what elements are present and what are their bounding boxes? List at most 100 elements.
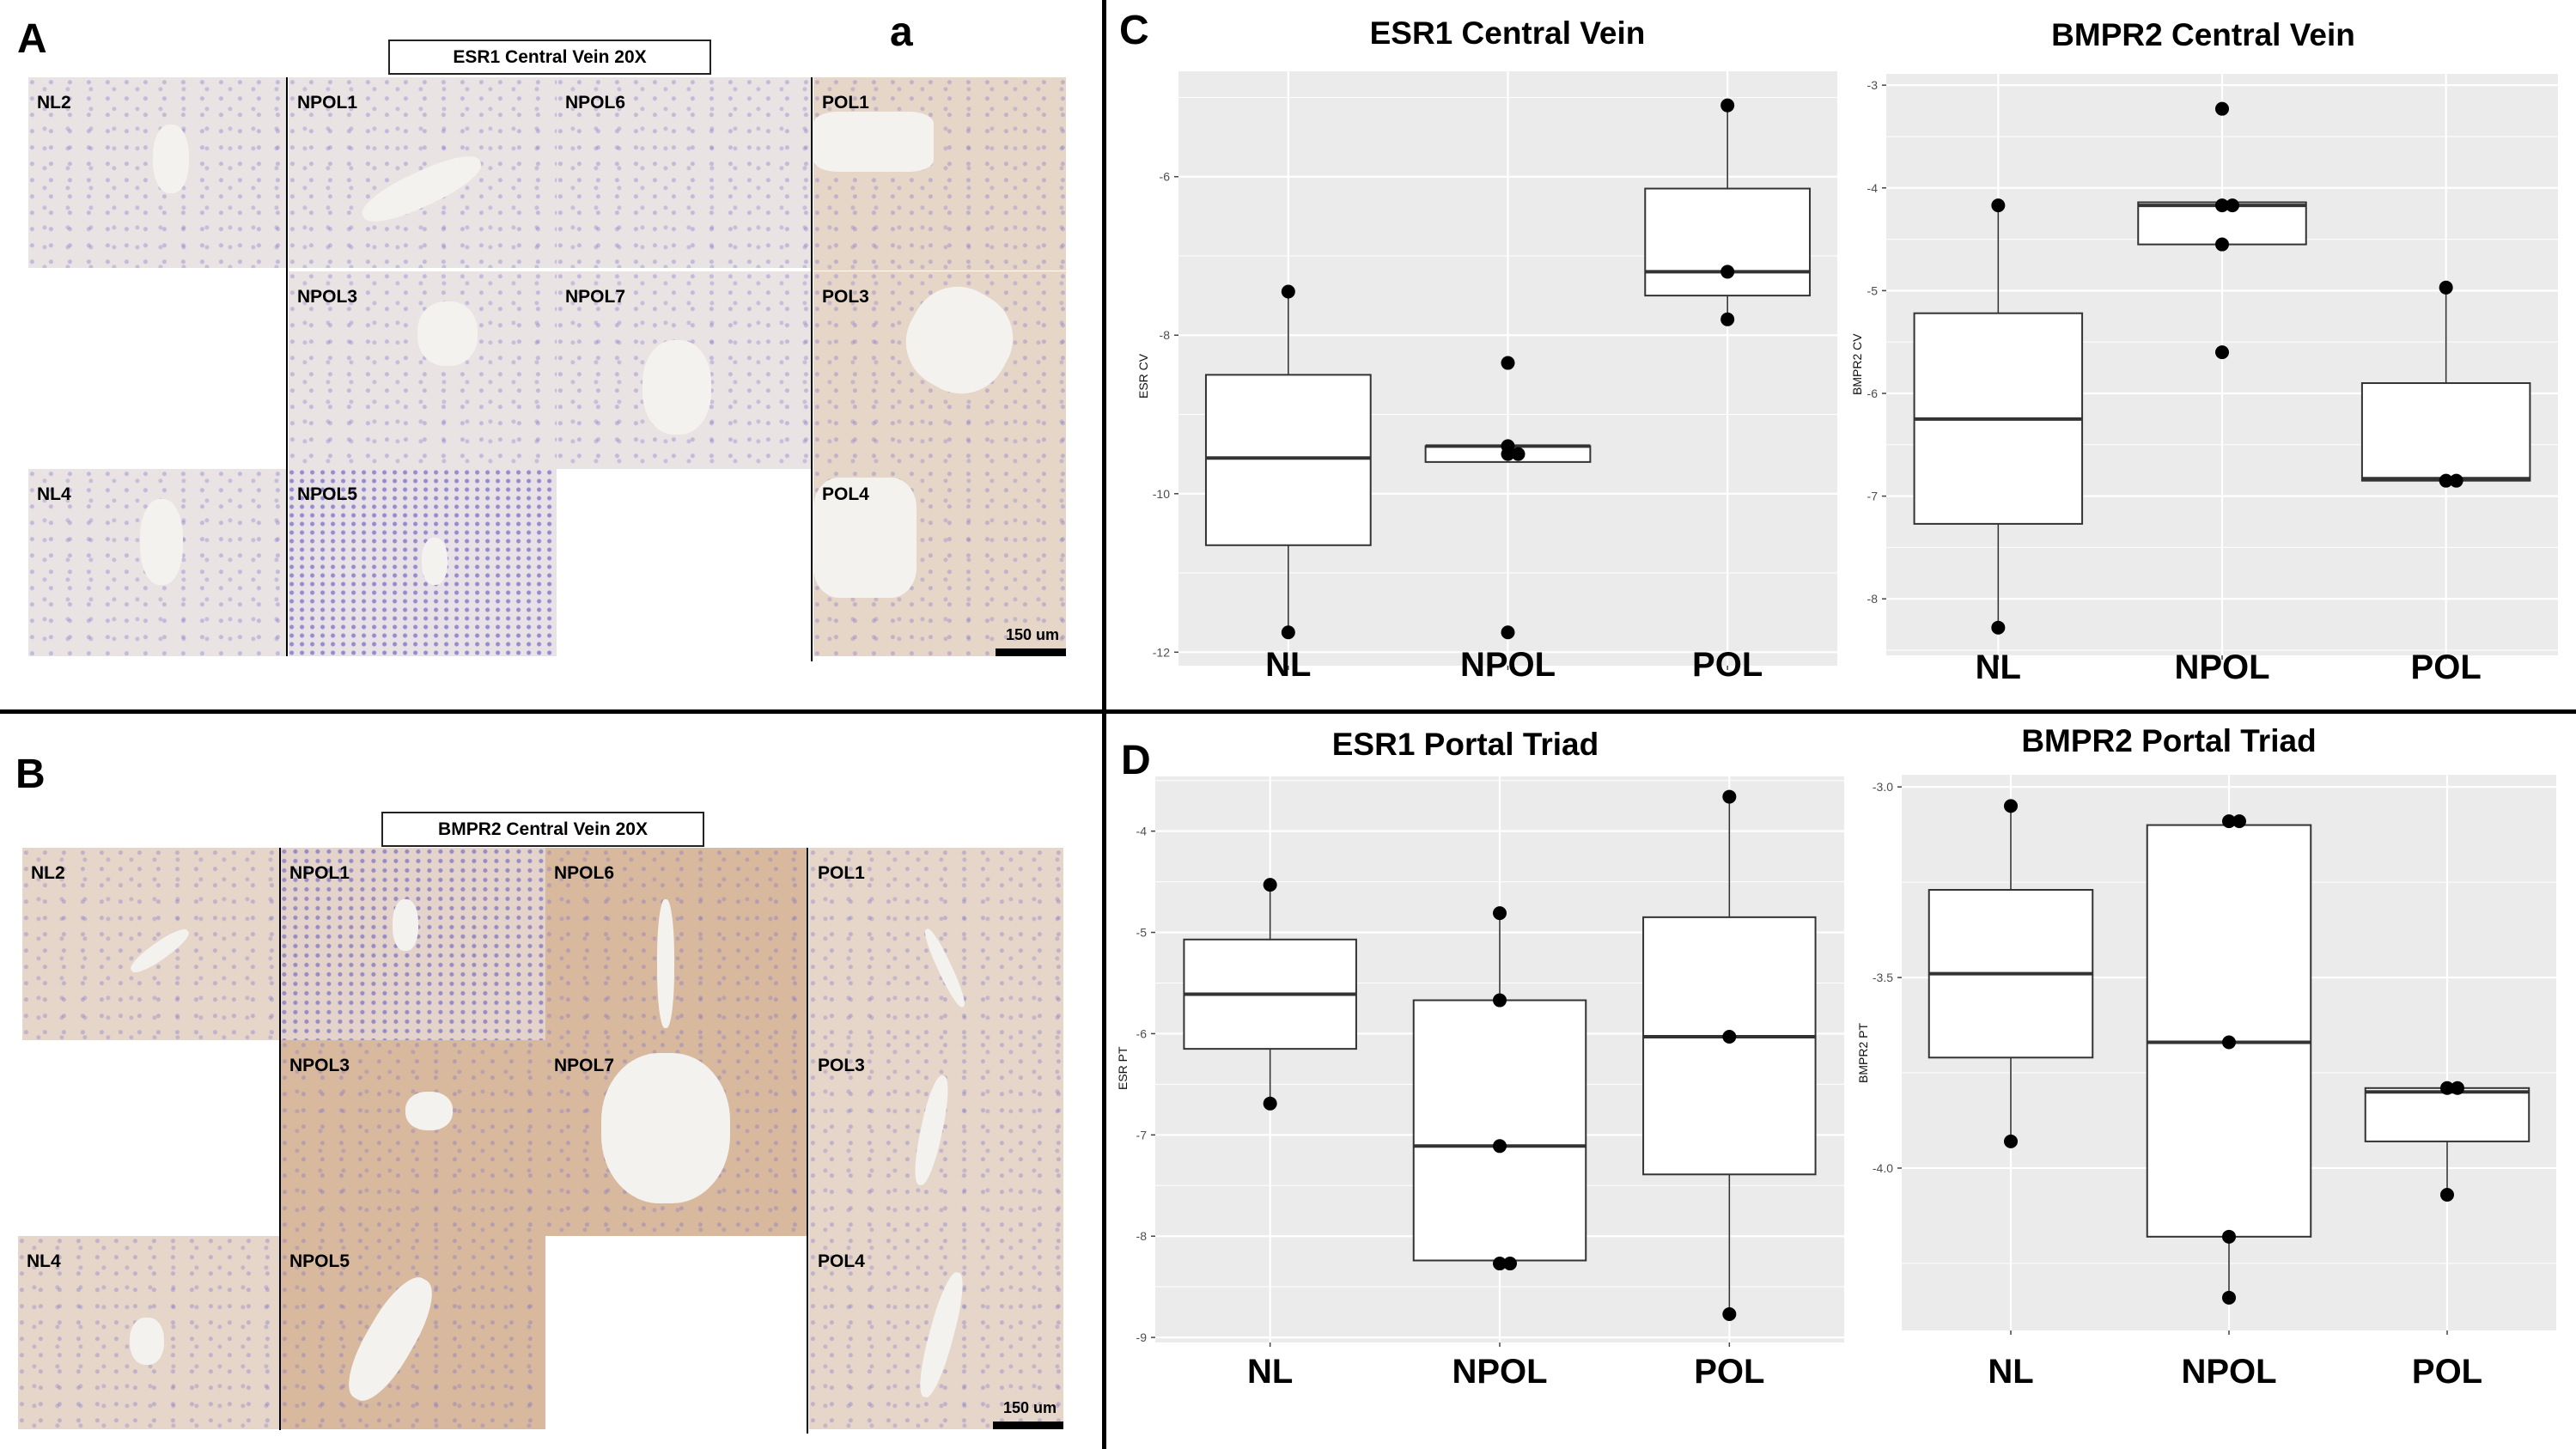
scale-bar [993,1422,1063,1429]
tile-label: NPOL3 [289,1056,350,1075]
tile-npol7: NPOL7 [545,1040,807,1236]
data-point [1991,198,2006,213]
panel-letter-c: C [1119,8,1149,53]
tile-label: NL4 [27,1251,61,1271]
data-point [2215,101,2229,116]
horizontal-divider [0,709,2576,714]
y-tick-label: -5 [1867,283,1879,297]
y-tick-label: -7 [1867,490,1879,503]
y-tick-label: -10 [1153,487,1170,501]
data-point [1281,625,1295,640]
data-point [1503,1257,1517,1271]
tile-label: NPOL3 [297,287,358,307]
y-tick-label: -3.0 [1873,780,1893,794]
vein-lumen [153,125,189,193]
data-point [2232,814,2246,829]
tile-pol4: POL4 150 um [809,1236,1063,1429]
panel-b-title: BMPR2 Central Vein 20X [381,812,704,847]
data-point [1722,789,1737,804]
tile-label: NPOL5 [297,484,358,504]
vein-lumen [130,1318,164,1365]
data-point [2226,198,2239,213]
data-point [1991,620,2006,635]
y-tick-label: -3 [1867,78,1879,92]
x-category-label: NPOL [2174,648,2270,686]
tile-pol3: POL3 [813,271,1066,469]
tile-npol6: NPOL6 [557,77,811,268]
data-point [2222,814,2236,829]
tile-label: POL4 [822,484,869,504]
scale-bar-label: 150 um [1002,1399,1057,1416]
data-point [2440,1188,2454,1202]
data-point [2439,280,2453,295]
tile-label: NPOL6 [565,93,626,113]
vein-lumen [393,899,418,951]
chart-title: BMPR2 Portal Triad [2021,723,2317,758]
group-divider [286,77,288,656]
data-point [2215,198,2229,213]
panel-letter-d: D [1121,738,1151,783]
data-point [1720,98,1735,113]
x-category-label: NPOL [2181,1353,2277,1391]
data-point [1722,1306,1737,1321]
data-point [2004,799,2018,813]
vein-lumen [405,1092,453,1130]
x-category-label: POL [1692,646,1763,684]
tile-nl4: NL4 [28,469,288,656]
chart-title: ESR1 Central Vein [1369,15,1646,51]
y-tick-label: -4 [1136,825,1148,838]
box [1204,374,1372,546]
tile-label: NPOL1 [289,863,350,883]
tile-pol1: POL1 [809,848,1063,1040]
tile-label: POL3 [818,1056,865,1075]
data-point [2004,1134,2018,1148]
x-category-label: POL [2411,1353,2483,1391]
data-point [1263,878,1277,892]
y-tick-label: -8 [1867,592,1879,606]
tile-pol4: POL4 150 um [813,469,1066,656]
tile-npol5: NPOL5 [281,1236,545,1429]
tile-npol1: NPOL1 [289,77,557,268]
box [1412,999,1587,1262]
vein-lumen [140,499,183,585]
x-category-label: POL [2410,648,2482,686]
data-point [1493,1139,1507,1154]
tile-npol3: NPOL3 [289,271,557,469]
y-tick-label: -8 [1160,328,1171,342]
tile-npol6: NPOL6 [545,848,807,1040]
y-tick-label: -12 [1153,645,1170,659]
vertical-divider [1102,0,1106,1449]
data-point [2222,1229,2236,1244]
vein-lumen [417,301,478,366]
panel-letter-a: A [17,16,47,62]
y-tick-label: -8 [1136,1229,1148,1243]
data-point [1493,1257,1507,1271]
data-point [2449,473,2463,488]
x-category-label: POL [1694,1353,1765,1391]
vein-lumen [657,899,674,1028]
y-tick-label: -3.5 [1873,971,1893,984]
data-point [1281,284,1295,299]
tile-npol5: NPOL5 [289,469,557,656]
tile-pol3: POL3 [809,1040,1063,1236]
box [2360,382,2531,482]
data-point [2440,1081,2454,1095]
y-tick-label: -6 [1160,170,1171,184]
x-category-label: NL [1975,648,2021,686]
tile-label: NPOL5 [289,1251,350,1271]
data-point [2222,1035,2236,1050]
tile-pol1: POL1 [813,77,1066,271]
tile-label: NL4 [37,484,71,504]
y-tick-label: -9 [1136,1330,1148,1344]
scale-bar-label: 150 um [1005,626,1059,643]
y-tick-label: -5 [1136,926,1148,940]
x-category-label: NL [1246,1353,1294,1391]
tile-npol1: NPOL1 [281,848,545,1040]
data-point [1501,625,1515,640]
tile-label: POL4 [818,1251,865,1271]
tile-nl4: NL4 [18,1236,279,1429]
data-point [2439,473,2453,488]
tile-label: NL2 [31,863,65,883]
data-point [1511,447,1526,461]
